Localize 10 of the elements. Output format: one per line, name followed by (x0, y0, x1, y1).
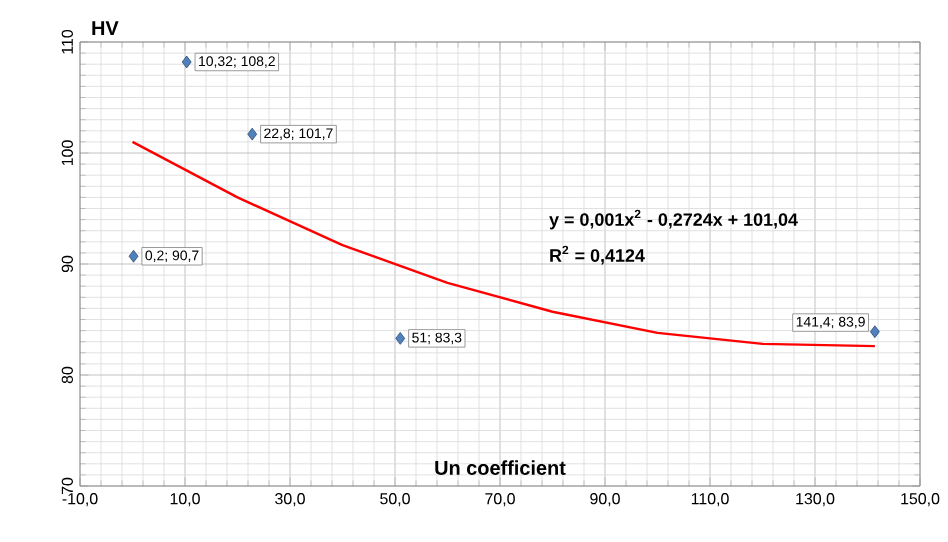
point (869, 325, 880, 339)
y-axis-title: HV (92, 21, 119, 35)
point (247, 127, 258, 141)
line-series (131, 140, 877, 348)
point (128, 249, 139, 263)
point (181, 55, 192, 69)
annotation: y = 0,001x$^{2}$ - 0,2724x + 101,04 (549, 209, 798, 230)
x-axis-title: Un coefficient (435, 460, 566, 475)
annotation: R$^{2}$ = 0,4124 (550, 245, 645, 265)
point (395, 331, 406, 345)
